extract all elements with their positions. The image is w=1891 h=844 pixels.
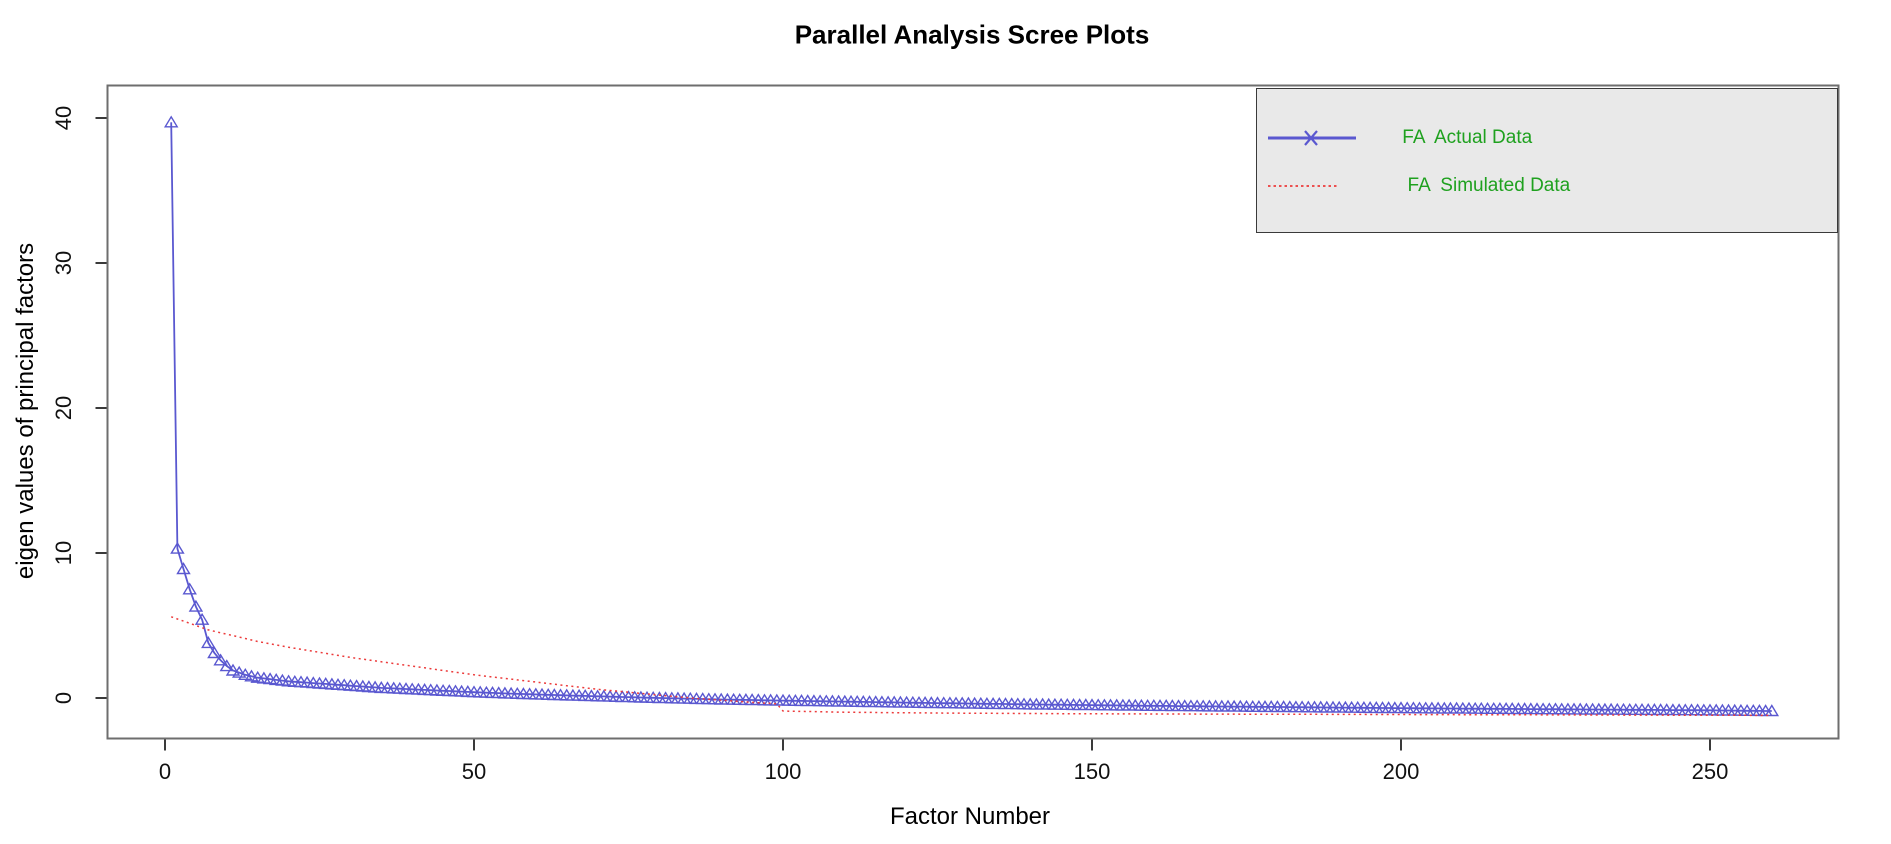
legend-line-simulated-sample [1268,185,1338,187]
actual-data-triangle-markers [163,115,1780,717]
y-tick-label: 10 [51,540,76,566]
y-tick-label: 30 [51,250,76,276]
x-axis-label: Factor Number [889,803,1051,830]
x-tick-label: 50 [461,759,487,784]
x-tick-label: 250 [1691,759,1729,784]
legend-label-simulated: FA Simulated Data [1397,175,1571,196]
x-tick-label: 150 [1073,759,1111,784]
y-tick-label: 0 [51,691,76,705]
plot-frame [106,84,1840,740]
legend-line-actual-sample [1268,130,1356,146]
axis-ticks [95,117,1711,751]
y-tick-label: 40 [51,105,76,131]
x-tick-label: 100 [764,759,802,784]
y-tick-label: 20 [51,395,76,421]
x-tick-label: 200 [1382,759,1420,784]
legend-label-actual: FA Actual Data [1397,127,1533,148]
y-axis-label: eigen values of principal factors [12,242,39,580]
legend: FA Actual Data FA Simulated Data [1256,88,1838,233]
x-tick-label: 0 [158,759,172,784]
chart-title: Parallel Analysis Scree Plots [794,19,1150,50]
legend-item-actual: FA Actual Data [1267,123,1833,153]
legend-item-simulated: FA Simulated Data [1267,171,1833,201]
simulated-data-line [170,616,1772,717]
